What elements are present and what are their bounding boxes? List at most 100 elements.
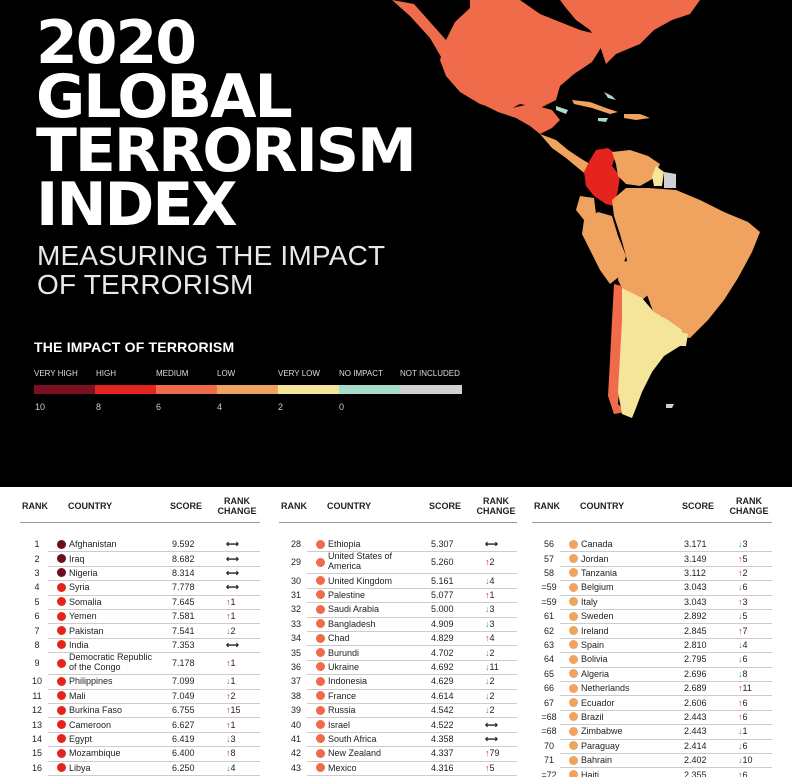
map-chile [608,284,626,414]
rank-cell: 65 [543,668,554,679]
impact-dot [569,611,578,621]
rank-change-cell: ↓4 [226,763,236,773]
no-change-icon: ⟷ [226,539,239,550]
row-divider [307,717,517,719]
rank-change-cell: ↑5 [738,554,748,564]
rank-change-value: 3 [742,539,748,550]
table-row: 31 Palestine 5.077 ↑1 [279,588,517,602]
row-divider [48,760,260,762]
arrow-down-icon: ↓ [226,733,231,744]
map-bahamas [604,92,616,100]
rank-cell: 3 [34,567,40,578]
rank-change-value: 1 [230,658,236,669]
table-row: 62 Ireland 2.845 ↑7 [532,623,772,637]
score-cell: 5.260 [431,557,454,568]
rank-change-cell: ↑1 [226,597,236,607]
rank-change-value: 6 [742,711,748,722]
row-divider [307,760,517,762]
score-cell: 2.845 [684,625,707,636]
table-row: 13 Cameroon 6.627 ↑1 [20,717,260,731]
rank-cell: 4 [34,582,40,593]
no-change-icon: ⟷ [226,582,239,593]
impact-dot [57,597,66,607]
legend-scale-8: 8 [96,402,102,412]
table-row: 10 Philippines 7.099 ↓1 [20,674,260,688]
legend-label-very-low: VERY LOW [278,369,320,378]
country-cell: Ethiopia [328,539,361,550]
header-score: SCORE [429,501,462,511]
rank-cell: 32 [290,604,301,615]
impact-dot [316,619,325,629]
legend-scale-0: 0 [339,402,345,412]
rank-change-value: 2 [742,567,748,578]
table-row: =68 Zimbabwe 2.443 ↓1 [532,724,772,738]
score-cell: 8.682 [172,553,195,564]
table-row: 67 Ecuador 2.606 ↑6 [532,695,772,709]
rank-change-cell: ↓6 [738,582,748,592]
rank-change-value: 1 [742,726,748,737]
rank-cell: 33 [290,618,301,629]
legend-scale-2: 2 [278,402,284,412]
map-guyana [652,166,664,186]
map-mexico [392,0,560,134]
title-line-4: INDEX [36,170,238,240]
rank-change-value: 4 [230,762,236,773]
score-cell: 3.171 [684,539,707,550]
rank-cell: 71 [543,755,554,766]
table-row: 9 Democratic Republic of the Congo 7.178 ↑1 [20,652,260,674]
legend-scale-4: 4 [217,402,223,412]
score-cell: 4.629 [431,676,454,687]
score-cell: 4.614 [431,690,454,701]
row-divider [560,738,772,740]
arrow-up-icon: ↑ [226,748,231,759]
rank-change-cell: ⟷ [485,720,498,731]
impact-dot [57,626,66,636]
rank-cell: 42 [290,748,301,759]
row-divider [560,767,772,769]
rank-change-cell: ↓3 [485,619,495,629]
arrow-up-icon: ↑ [738,683,743,694]
rank-cell: =59 [541,582,557,593]
rank-change-value: 10 [742,755,753,766]
row-divider [560,681,772,682]
rank-change-cell: ↓5 [738,611,748,621]
rank-change-value: 5 [489,762,495,773]
rank-change-cell: ↑2 [226,691,236,701]
row-divider [560,580,772,582]
rank-change-value: 8 [742,668,748,679]
table-row: 1 Afghanistan 9.592 ⟷ [20,537,260,551]
arrow-down-icon: ↓ [738,726,743,737]
score-cell: 5.077 [431,589,454,600]
arrow-up-icon: ↑ [226,611,231,622]
rank-cell: 34 [290,633,301,644]
impact-dot [569,669,578,679]
row-divider [48,565,260,567]
rank-change-cell: ↓4 [738,640,748,650]
impact-dot [316,633,325,643]
row-divider [560,695,772,697]
legend-swatch-no-impact [339,385,400,394]
arrow-up-icon: ↑ [485,589,490,600]
rank-change-cell: ⟷ [226,568,239,579]
rank-cell: 58 [543,567,554,578]
no-change-icon: ⟷ [226,639,239,650]
row-divider [48,594,260,596]
table-row: 14 Egypt 6.419 ↓3 [20,732,260,746]
arrow-down-icon: ↓ [738,740,743,751]
rank-cell: 56 [543,539,554,550]
country-cell: Philippines [69,676,113,687]
score-cell: 2.414 [684,740,707,751]
row-divider [307,587,517,589]
rank-change-value: 1 [230,719,236,730]
table-row: 33 Bangladesh 4.909 ↓3 [279,617,517,631]
rank-change-value: 3 [742,596,748,607]
map-islands [556,106,568,114]
impact-dot [57,611,66,621]
country-cell: United Kingdom [328,575,393,586]
score-cell: 4.358 [431,733,454,744]
row-divider [48,674,260,676]
rank-cell: 36 [290,661,301,672]
rank-change-cell: ⟷ [485,539,498,550]
rank-change-cell: ↓10 [738,755,753,765]
rank-change-value: 2 [489,690,495,701]
